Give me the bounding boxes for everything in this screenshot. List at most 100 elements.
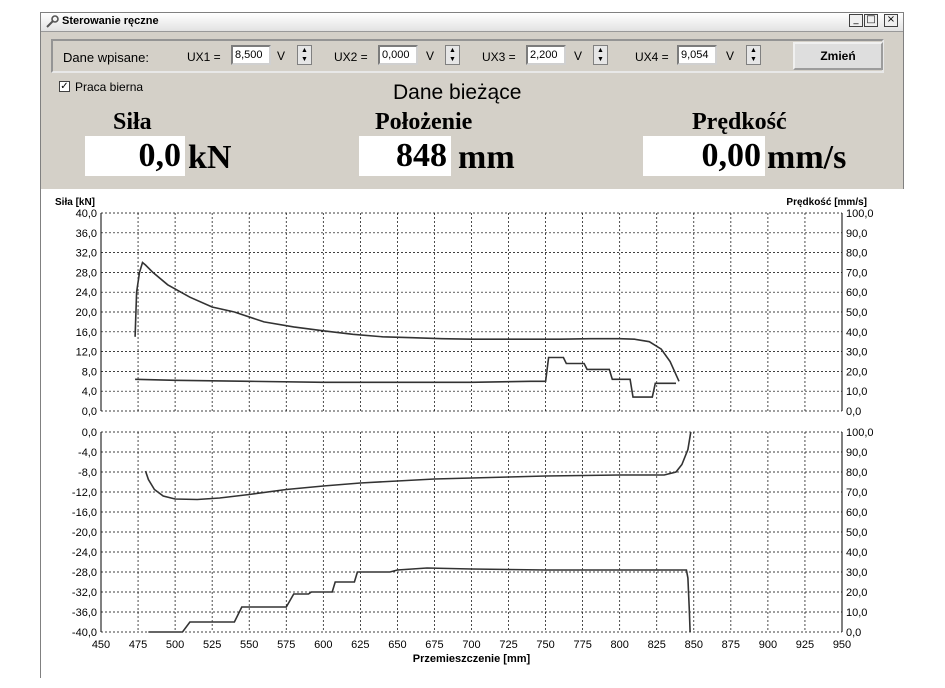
xtick-label: 875 (722, 639, 740, 651)
spin-down-icon[interactable]: ▼ (449, 56, 456, 63)
dane-wpisane-label: Dane wpisane: (63, 50, 149, 65)
maximize-button[interactable]: □ (864, 14, 878, 27)
xtick-label: 575 (277, 639, 295, 651)
lower-ytick-left: -28,0 (72, 567, 97, 579)
ux3-label: UX3 = (482, 50, 516, 64)
ux1-stepper[interactable]: ▲ ▼ (297, 45, 312, 65)
predkosc-value: 0,00 (643, 136, 765, 176)
upper-ytick-left: 20,0 (76, 307, 97, 319)
ux4-label: UX4 = (635, 50, 669, 64)
lower-ytick-right: 0,0 (846, 627, 861, 639)
sterowanie-window: Sterowanie ręczne _ □ × Dane wpisane: UX… (40, 12, 905, 679)
chart-area: 40,0 100,0 36,0 90,0 32,0 80,0 28,0 70,0 24,0 60,… (41, 189, 905, 679)
upper-ytick-left: 40,0 (76, 208, 97, 220)
lower-ytick-right: 90,0 (846, 447, 867, 459)
lower-ytick-left: -32,0 (72, 587, 97, 599)
praca-bierna-label: Praca bierna (75, 80, 144, 94)
lower-ytick-right: 100,0 (846, 427, 874, 439)
upper-ytick-right: 40,0 (846, 327, 867, 339)
lower-ytick-left: -16,0 (72, 507, 97, 519)
upper-ytick-right: 80,0 (846, 248, 867, 260)
ux2-stepper[interactable]: ▲ ▼ (445, 45, 460, 65)
xtick-label: 650 (388, 639, 406, 651)
ux4-input[interactable] (677, 45, 717, 65)
ux3-stepper[interactable]: ▲ ▼ (593, 45, 608, 65)
xtick-label: 925 (796, 639, 814, 651)
xtick-label: 950 (833, 639, 851, 651)
lower-ytick-right: 30,0 (846, 567, 867, 579)
xtick-label: 725 (499, 639, 517, 651)
polozenie-unit: mm (458, 139, 515, 176)
upper-ytick-left: 0,0 (82, 406, 97, 418)
spin-up-icon[interactable]: ▲ (597, 47, 604, 54)
spin-up-icon[interactable]: ▲ (301, 47, 308, 54)
predkosc-axis-label: Prędkość [mm/s] (786, 197, 867, 208)
spin-down-icon[interactable]: ▼ (301, 56, 308, 63)
spin-down-icon[interactable]: ▼ (597, 56, 604, 63)
xtick-label: 625 (351, 639, 369, 651)
lower-ytick-right: 20,0 (846, 587, 867, 599)
ux2-input[interactable] (378, 45, 418, 65)
xtick-label: 475 (129, 639, 147, 651)
ux3-unit: V (574, 49, 583, 63)
spin-up-icon[interactable]: ▲ (750, 47, 757, 54)
xtick-label: 450 (92, 639, 110, 651)
xtick-label: 775 (573, 639, 591, 651)
ux3-input[interactable] (526, 45, 566, 65)
upper-ytick-right: 20,0 (846, 366, 867, 378)
upper-ytick-right: 0,0 (846, 406, 861, 418)
upper-ytick-left: 32,0 (76, 248, 97, 260)
lower-ytick-right: 40,0 (846, 547, 867, 559)
xtick-label: 825 (648, 639, 666, 651)
lower-ytick-left: -36,0 (72, 607, 97, 619)
lower-series-sila-line (144, 431, 692, 501)
upper-series-sila-line (134, 261, 680, 382)
title-bar[interactable]: Sterowanie ręczne _ □ × (41, 13, 903, 32)
lower-ytick-left: -40,0 (72, 627, 97, 639)
wrench-icon (46, 15, 59, 28)
ux1-unit: V (277, 49, 286, 63)
close-button[interactable]: × (884, 14, 898, 27)
predkosc-unit: mm/s (767, 139, 847, 176)
upper-ytick-right: 90,0 (846, 228, 867, 240)
upper-ytick-left: 24,0 (76, 287, 97, 299)
sila-value: 0,0 (85, 136, 185, 176)
upper-ytick-right: 70,0 (846, 267, 867, 279)
ux4-unit: V (726, 49, 735, 63)
polozenie-value: 848 (359, 136, 451, 176)
upper-series-predkosc-line (135, 356, 676, 398)
upper-ytick-right: 10,0 (846, 386, 867, 398)
xtick-label: 500 (166, 639, 184, 651)
sila-axis-label: Siła [kN] (55, 197, 95, 208)
ux2-label: UX2 = (334, 50, 368, 64)
upper-ytick-right: 100,0 (846, 208, 874, 220)
lower-ytick-left: -20,0 (72, 527, 97, 539)
upper-ytick-left: 8,0 (82, 366, 97, 378)
upper-ytick-left: 4,0 (82, 386, 97, 398)
spin-up-icon[interactable]: ▲ (449, 47, 456, 54)
lower-ytick-left: 0,0 (82, 427, 97, 439)
ux1-label: UX1 = (187, 50, 221, 64)
minimize-button[interactable]: _ (849, 14, 863, 27)
ux2-unit: V (426, 49, 435, 63)
predkosc-label: Prędkość (692, 109, 787, 135)
sila-unit: kN (188, 139, 232, 176)
lower-series-predkosc-line (148, 567, 691, 633)
praca-bierna-checkbox[interactable]: ✓ (59, 81, 70, 92)
ux1-input[interactable] (231, 45, 271, 65)
window-title: Sterowanie ręczne (62, 15, 159, 27)
charts-svg: 40,0 100,0 36,0 90,0 32,0 80,0 28,0 70,0 24,0 60,… (55, 197, 874, 665)
lower-ytick-right: 50,0 (846, 527, 867, 539)
lower-ytick-left: -12,0 (72, 487, 97, 499)
ux4-stepper[interactable]: ▲ ▼ (746, 45, 761, 65)
spin-down-icon[interactable]: ▼ (750, 56, 757, 63)
zmien-button[interactable]: Zmień (793, 42, 883, 70)
upper-ytick-right: 30,0 (846, 347, 867, 359)
upper-ytick-right: 50,0 (846, 307, 867, 319)
controls-panel: Dane wpisane: UX1 = V ▲▼ UX2 = V ▲▼ UX3 … (51, 39, 884, 73)
upper-ytick-left: 16,0 (76, 327, 97, 339)
sila-label: Siła (113, 109, 152, 135)
xtick-label: 600 (314, 639, 332, 651)
upper-ytick-left: 28,0 (76, 267, 97, 279)
xtick-label: 900 (759, 639, 777, 651)
